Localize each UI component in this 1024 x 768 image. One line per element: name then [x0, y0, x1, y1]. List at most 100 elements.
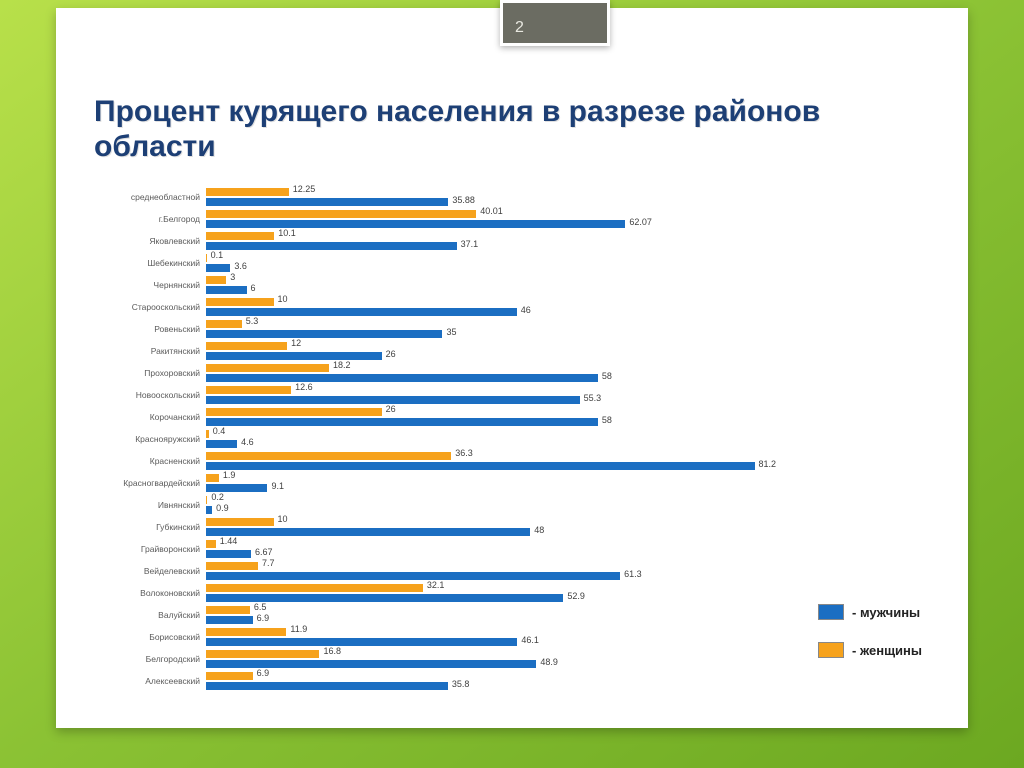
- bar-women: [206, 650, 319, 658]
- page-number: 2: [515, 19, 524, 37]
- category-label: Волоконовский: [94, 582, 204, 604]
- value-women: 0.1: [211, 250, 224, 260]
- bar-men: [206, 198, 448, 206]
- category-label: Старооскольский: [94, 296, 204, 318]
- value-men: 46: [521, 305, 531, 315]
- bar-zone: 32.152.9: [206, 582, 814, 604]
- chart-row: Борисовский11.946.1: [94, 626, 814, 648]
- chart-row: Красногвардейский 1.9 9.1: [94, 472, 814, 494]
- bar-zone: 11.946.1: [206, 626, 814, 648]
- bar-men: [206, 484, 267, 492]
- category-label: Шебекинский: [94, 252, 204, 274]
- category-label: Ровеньский: [94, 318, 204, 340]
- value-women: 6.5: [254, 602, 267, 612]
- value-men: 3.6: [234, 261, 247, 271]
- legend-swatch-men: [818, 604, 844, 620]
- value-women: 10.1: [278, 228, 296, 238]
- bar-women: [206, 232, 274, 240]
- bar-men: [206, 308, 517, 316]
- bar-women: [206, 210, 476, 218]
- bar-zone: 16.848.9: [206, 648, 814, 670]
- page-number-badge: 2: [500, 0, 610, 46]
- legend-women-label: - женщины: [852, 643, 922, 658]
- bar-zone: 6.9 35.8: [206, 670, 814, 692]
- chart-row: Белгородский16.848.9: [94, 648, 814, 670]
- value-women: 1.9: [223, 470, 236, 480]
- bar-men: [206, 396, 580, 404]
- category-label: Белгородский: [94, 648, 204, 670]
- value-men: 35: [446, 327, 456, 337]
- category-label: Красногвардейский: [94, 472, 204, 494]
- bar-zone: 7.761.3: [206, 560, 814, 582]
- value-men: 55.3: [584, 393, 602, 403]
- category-label: Алексеевский: [94, 670, 204, 692]
- bar-zone: 2658: [206, 406, 814, 428]
- bar-men: [206, 638, 517, 646]
- bar-zone: 0.44.6: [206, 428, 814, 450]
- bar-women: [206, 628, 286, 636]
- value-men: 62.07: [629, 217, 652, 227]
- bar-men: [206, 616, 253, 624]
- category-label: Грайворонский: [94, 538, 204, 560]
- chart-row: Красненский36.381.2: [94, 450, 814, 472]
- bar-zone: 6.56.9: [206, 604, 814, 626]
- bar-women: [206, 518, 274, 526]
- value-men: 6.67: [255, 547, 273, 557]
- category-label: Борисовский: [94, 626, 204, 648]
- bar-zone: 10 48: [206, 516, 814, 538]
- bar-women: [206, 386, 291, 394]
- value-women: 40.01: [480, 206, 503, 216]
- bar-men: [206, 528, 530, 536]
- value-women: 12.6: [295, 382, 313, 392]
- bar-zone: 12.2535.88: [206, 186, 814, 208]
- category-label: Вейделевский: [94, 560, 204, 582]
- bar-women: [206, 584, 423, 592]
- legend-men: - мужчины: [818, 604, 946, 620]
- chart-row: Ракитянский1226: [94, 340, 814, 362]
- value-men: 37.1: [461, 239, 479, 249]
- chart-row: Волоконовский32.152.9: [94, 582, 814, 604]
- bar-women: [206, 496, 207, 504]
- legend-men-label: - мужчины: [852, 605, 920, 620]
- bar-men: [206, 374, 598, 382]
- bar-men: [206, 440, 237, 448]
- slide-card: Процент курящего населения в разрезе рай…: [56, 8, 968, 728]
- category-label: среднеобластной: [94, 186, 204, 208]
- value-women: 12.25: [293, 184, 316, 194]
- bar-zone: 0.1 3.6: [206, 252, 814, 274]
- bar-men: [206, 264, 230, 272]
- bar-zone: 1046: [206, 296, 814, 318]
- chart-row: Губкинский1048: [94, 516, 814, 538]
- value-men: 35.8: [452, 679, 470, 689]
- bar-zone: 5.335: [206, 318, 814, 340]
- value-men: 9.1: [271, 481, 284, 491]
- value-men: 48: [534, 525, 544, 535]
- value-women: 6.9: [257, 668, 270, 678]
- value-women: 36.3: [455, 448, 473, 458]
- category-label: Валуйский: [94, 604, 204, 626]
- category-label: Новооскольский: [94, 384, 204, 406]
- bar-men: [206, 242, 457, 250]
- bar-women: [206, 606, 250, 614]
- value-women: 1.44: [220, 536, 238, 546]
- bar-women: [206, 540, 216, 548]
- chart-row: Алексеевский 6.9 35.8: [94, 670, 814, 692]
- bar-men: [206, 506, 212, 514]
- bar-zone: 18.258: [206, 362, 814, 384]
- category-label: г.Белгород: [94, 208, 204, 230]
- value-men: 58: [602, 415, 612, 425]
- value-women: 7.7: [262, 558, 275, 568]
- value-women: 10: [278, 514, 288, 524]
- bar-women: [206, 672, 253, 680]
- chart-row: Вейделевский7.761.3: [94, 560, 814, 582]
- chart-row: Валуйский6.56.9: [94, 604, 814, 626]
- value-women: 3: [230, 272, 235, 282]
- bar-women: [206, 364, 329, 372]
- chart-row: г.Белгород 40.01 62.07: [94, 208, 814, 230]
- bar-zone: 40.01 62.07: [206, 208, 814, 230]
- bar-zone: 36.381.2: [206, 450, 814, 472]
- category-label: Краснояружский: [94, 428, 204, 450]
- category-label: Красненский: [94, 450, 204, 472]
- chart-title: Процент курящего населения в разрезе рай…: [94, 94, 914, 165]
- bar-women: [206, 430, 209, 438]
